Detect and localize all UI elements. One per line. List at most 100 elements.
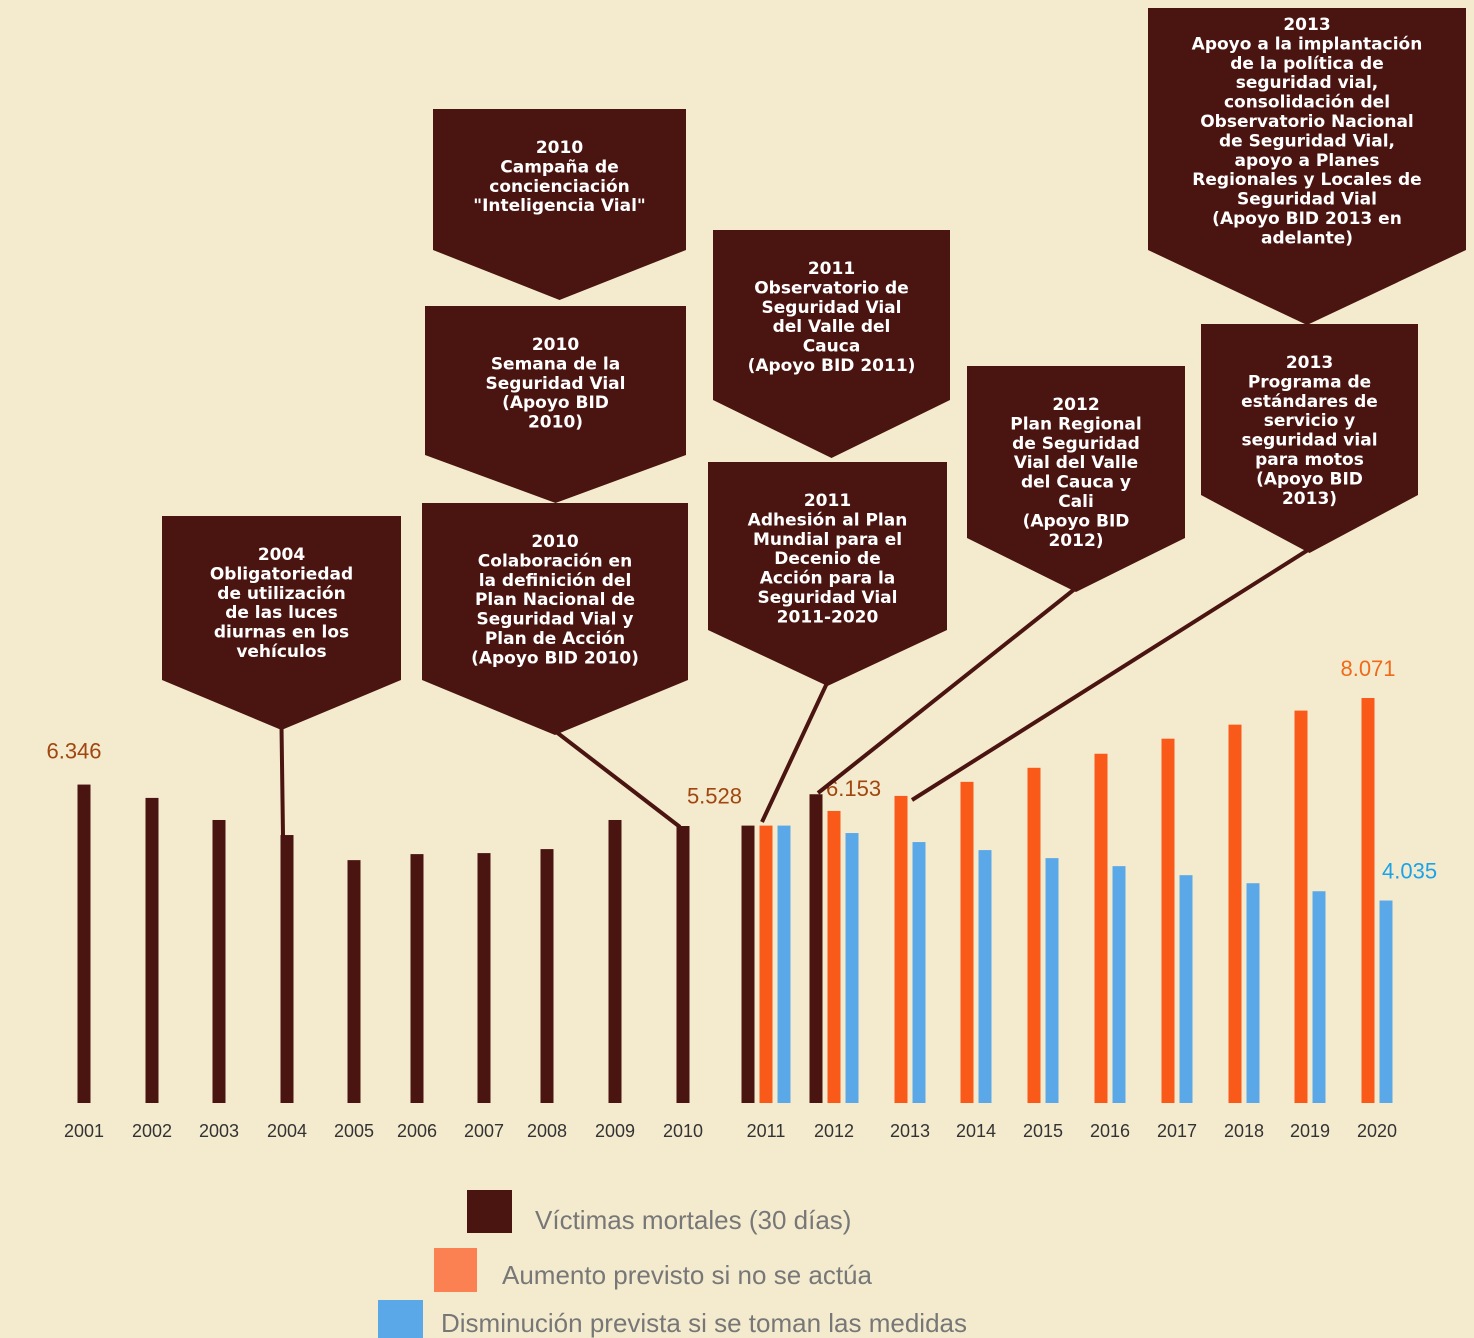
callout-text: Seguridad Vial (1237, 190, 1377, 210)
x-tick-label: 2020 (1357, 1121, 1397, 1141)
callout-text: de las luces (225, 603, 338, 623)
x-tick-label: 2011 (747, 1121, 786, 1141)
connector (910, 547, 1311, 802)
callout-text: concienciación (489, 177, 629, 197)
callout-text: 2012) (1048, 531, 1103, 551)
bar (960, 781, 974, 1103)
x-tick-label: 2018 (1224, 1121, 1264, 1141)
bar (1045, 858, 1059, 1103)
bar (540, 849, 554, 1103)
callout-box (713, 230, 950, 458)
bar (212, 819, 226, 1103)
callout-text: "Inteligencia Vial" (473, 196, 646, 216)
bar (1361, 698, 1375, 1103)
callout-text: 2004 (258, 545, 305, 565)
callout-box (708, 462, 947, 686)
callout-text: Vial del Valle (1014, 453, 1138, 473)
bar (1312, 891, 1326, 1103)
callout-text: Acción para la (760, 569, 896, 589)
bar (145, 797, 159, 1103)
legend-swatch (467, 1190, 512, 1233)
bar (1027, 767, 1041, 1103)
x-tick-label: 2002 (132, 1121, 172, 1141)
callout-text: apoyo a Planes (1235, 151, 1380, 171)
x-tick-label: 2009 (595, 1121, 635, 1141)
callout-text: (Apoyo BID 2013 en (1212, 209, 1402, 229)
callout-text: diurnas en los (214, 623, 349, 643)
bar (477, 853, 491, 1103)
legend-label: Disminución prevista si se toman las med… (441, 1308, 967, 1338)
bar (1379, 900, 1393, 1103)
callout-text: de la política de (1230, 54, 1383, 74)
callout-text: Observatorio de (754, 278, 909, 298)
bar (77, 784, 91, 1103)
value-label: 8.071 (1340, 656, 1395, 681)
callout-text: de Seguridad Vial, (1219, 131, 1395, 151)
bar (347, 860, 361, 1103)
callout-text: Plan de Acción (485, 629, 625, 649)
x-tick-label: 2007 (464, 1121, 504, 1141)
bar (809, 794, 823, 1103)
callout-text: del Valle del (773, 317, 891, 337)
bar (1161, 738, 1175, 1103)
bar (1246, 883, 1260, 1103)
connector (553, 729, 682, 829)
x-tick-label: 2003 (199, 1121, 239, 1141)
callout-text: Cauca (803, 337, 861, 357)
callout-text: 2011-2020 (777, 607, 879, 627)
callout-text: 2010 (536, 138, 583, 158)
callout-text: Semana de la (491, 354, 620, 374)
callout-text: Seguridad Vial (762, 298, 902, 318)
connector (816, 586, 1078, 795)
legend-label: Víctimas mortales (30 días) (535, 1205, 851, 1235)
callout-box (1148, 8, 1466, 325)
bar (777, 825, 791, 1103)
callout-text: Apoyo a la implantación (1192, 34, 1423, 54)
callout-text: Seguridad Vial (486, 374, 626, 394)
callout-text: Cali (1058, 492, 1094, 512)
callout-text: de utilización (217, 584, 345, 604)
callout-box (425, 306, 686, 503)
callout-text: seguridad vial (1241, 431, 1377, 451)
callout-text: 2013) (1282, 489, 1337, 509)
x-tick-label: 2008 (527, 1121, 567, 1141)
callout-text: Observatorio Nacional (1200, 112, 1414, 132)
callout-text: Colaboración en (478, 551, 632, 571)
x-tick-label: 2012 (814, 1121, 854, 1141)
bar (1094, 753, 1108, 1103)
value-label: 6.346 (46, 739, 101, 764)
callout-text: de Seguridad (1012, 434, 1140, 454)
callout-text: Plan Regional (1010, 414, 1141, 434)
callout-text: Decenio de (774, 549, 880, 569)
callout-text: adelante) (1261, 228, 1353, 248)
callout-text: (Apoyo BID (502, 393, 609, 413)
bar (1294, 710, 1308, 1103)
bar (845, 833, 859, 1103)
callout-text: (Apoyo BID 2011) (748, 356, 916, 376)
callout-text: Adhesión al Plan (748, 510, 908, 530)
callout-text: 2010 (532, 335, 579, 355)
callout-text: Regionales y Locales de (1192, 170, 1421, 190)
callout-text: del Cauca y (1021, 473, 1131, 493)
callout-text: Seguridad Vial y (477, 610, 634, 630)
bar (759, 825, 773, 1103)
bar (1179, 875, 1193, 1103)
x-tick-label: 2016 (1090, 1121, 1130, 1141)
callout-text: seguridad vial, (1236, 73, 1379, 93)
callout-text: 2010 (531, 532, 578, 552)
callout-box (967, 366, 1185, 592)
bar (894, 795, 908, 1103)
callout-text: (Apoyo BID 2010) (471, 648, 639, 668)
value-label: 5.528 (687, 784, 742, 809)
callout-box (162, 516, 401, 730)
callout-text: 2011 (804, 491, 851, 511)
x-tick-label: 2004 (267, 1121, 307, 1141)
x-tick-label: 2017 (1157, 1121, 1197, 1141)
bar (280, 835, 294, 1103)
x-tick-label: 2005 (334, 1121, 374, 1141)
callout-text: 2013 (1286, 353, 1333, 373)
callout-text: 2013 (1283, 15, 1330, 35)
bar (1228, 724, 1242, 1103)
callout-text: estándares de (1241, 392, 1378, 412)
